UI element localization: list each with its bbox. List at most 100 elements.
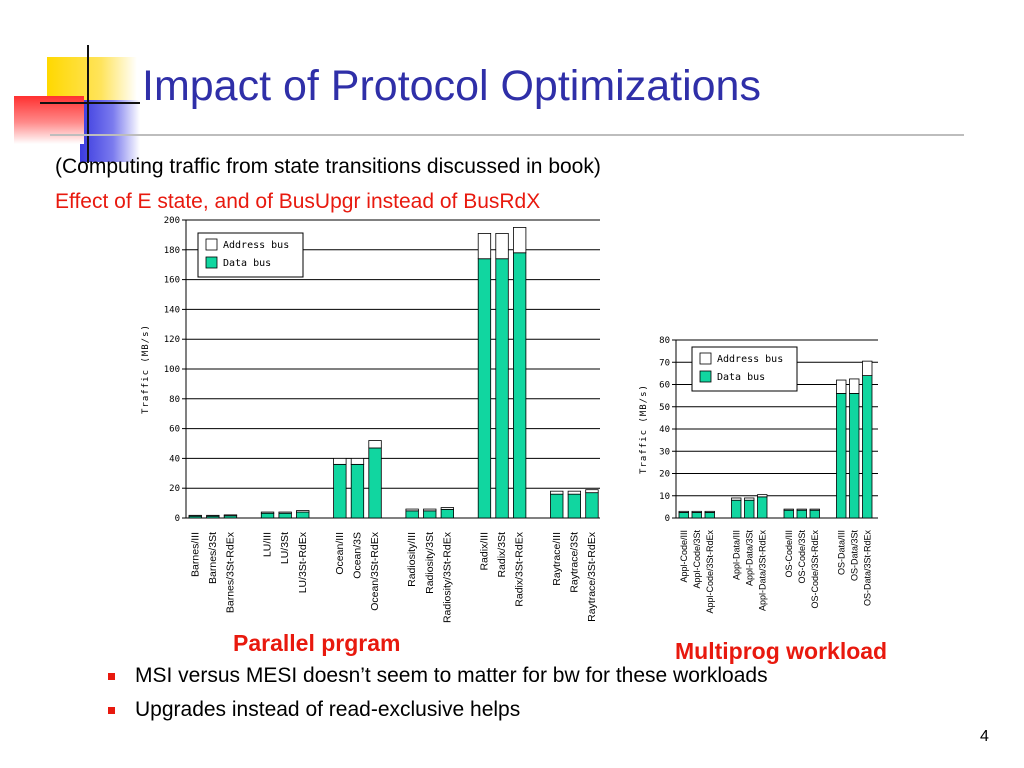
address-bus-legend-swatch: [699, 352, 712, 365]
slide-subtitle: (Computing traffic from state transition…: [55, 155, 601, 178]
y-tick-label: 0: [665, 514, 670, 524]
y-tick-label: 120: [164, 335, 180, 345]
category-label: Ocean/3St-RdEx: [369, 531, 381, 611]
bullet-list: MSI versus MESI doesn’t seem to matter f…: [108, 662, 768, 730]
category-label: Ocean/III: [334, 532, 346, 575]
category-label: Radiosity/3St-RdEx: [441, 531, 453, 623]
address-bus-bar: [731, 497, 742, 501]
address-bus-bar: [296, 510, 310, 513]
category-label: Radix/3St-RdEx: [514, 531, 526, 606]
y-tick-label: 160: [164, 276, 180, 286]
category-label: Appl-Code/III: [679, 530, 689, 583]
address-bus-bar: [333, 457, 347, 465]
category-label: LU/III: [262, 532, 274, 557]
y-tick-label: 60: [659, 381, 670, 391]
y-tick-label: 20: [659, 470, 670, 480]
y-tick-label: 140: [164, 305, 180, 315]
data-bus-legend-label: Data bus: [223, 258, 271, 269]
address-bus-bar: [495, 233, 509, 260]
y-tick-label: 0: [175, 514, 180, 524]
address-bus-bar: [691, 510, 702, 513]
bullet-item: MSI versus MESI doesn’t seem to matter f…: [108, 662, 768, 696]
address-bus-bar: [783, 508, 794, 511]
category-label: Raytrace/3St-RdEx: [586, 531, 598, 622]
decor-red-block: [14, 96, 84, 144]
category-label: Radiosity/III: [406, 532, 418, 587]
category-label: Barnes/3St: [207, 532, 219, 584]
y-axis-label: Traffic (MB/s): [639, 384, 649, 474]
data-bus-bar: [757, 496, 768, 519]
address-bus-bar: [704, 510, 715, 513]
category-label: LU/3St-RdEx: [297, 531, 309, 593]
data-bus-legend-swatch: [205, 256, 218, 269]
slide-title: Impact of Protocol Optimizations: [142, 62, 761, 110]
y-tick-label: 30: [659, 447, 670, 457]
data-bus-legend-swatch: [699, 370, 712, 383]
address-bus-bar: [744, 497, 755, 501]
data-bus-legend-label: Data bus: [717, 372, 765, 383]
address-bus-bar: [223, 514, 238, 517]
data-bus-bar: [704, 512, 715, 519]
category-label: OS-Code/3St: [797, 530, 807, 584]
address-bus-bar: [849, 378, 860, 394]
address-bus-legend-swatch: [205, 238, 218, 251]
category-label: OS-Data/3St-RdEx: [862, 530, 872, 607]
data-bus-bar: [809, 509, 820, 519]
category-label: Raytrace/III: [551, 532, 563, 586]
y-tick-label: 10: [659, 492, 670, 502]
address-bus-bar: [796, 508, 807, 511]
category-label: OS-Data/3St: [849, 530, 859, 582]
y-tick-label: 40: [169, 454, 180, 464]
y-tick-label: 180: [164, 246, 180, 256]
page-number: 4: [980, 728, 989, 745]
category-label: OS-Code/III: [784, 530, 794, 578]
category-label: Radiosity/3St: [424, 532, 436, 594]
address-bus-bar: [567, 490, 581, 495]
data-bus-bar: [731, 499, 742, 519]
category-label: Appl-Code/3St-RdEx: [705, 530, 715, 614]
y-tick-label: 60: [169, 425, 180, 435]
data-bus-bar: [849, 392, 860, 519]
category-label: Radix/III: [478, 532, 490, 571]
category-label: Appl-Data/3St-RdEx: [757, 530, 767, 612]
category-label: Barnes/3St-RdEx: [224, 531, 236, 613]
address-bus-bar: [368, 440, 382, 449]
square-bullet-icon: [108, 707, 115, 714]
address-bus-bar: [278, 511, 292, 514]
decor-horizontal-line: [40, 102, 140, 104]
bullet-text: MSI versus MESI doesn’t seem to matter f…: [135, 664, 768, 687]
category-label: Appl-Data/III: [731, 530, 741, 580]
category-label: Appl-Code/3St: [692, 530, 702, 589]
data-bus-bar: [691, 512, 702, 519]
decor-blue-block: [80, 100, 140, 162]
y-tick-label: 80: [169, 395, 180, 405]
bullet-item: Upgrades instead of read-exclusive helps: [108, 696, 768, 730]
bullet-text: Upgrades instead of read-exclusive helps: [135, 698, 521, 721]
address-bus-bar: [206, 514, 220, 517]
address-bus-bar: [757, 494, 768, 498]
data-bus-bar: [783, 509, 794, 519]
data-bus-bar: [744, 499, 755, 519]
category-label: LU/3St: [279, 532, 291, 564]
y-tick-label: 70: [659, 358, 670, 368]
address-bus-legend-label: Address bus: [717, 354, 783, 365]
address-bus-bar: [477, 233, 492, 260]
y-axis-label: Traffic (MB/s): [141, 324, 151, 414]
data-bus-bar: [796, 509, 807, 519]
y-tick-label: 100: [164, 365, 180, 375]
category-label: Barnes/III: [189, 532, 201, 577]
decor-vertical-line: [87, 45, 89, 163]
category-label: Raytrace/3St: [568, 532, 580, 593]
category-label: OS-Code/3St-RdEx: [810, 530, 820, 609]
address-bus-bar: [423, 508, 437, 512]
data-bus-bar: [678, 512, 689, 519]
address-bus-bar: [585, 489, 599, 494]
title-underline: [50, 134, 964, 136]
y-tick-label: 40: [659, 425, 670, 435]
category-label: Ocean/3S: [351, 532, 363, 579]
category-label: OS-Data/III: [836, 530, 846, 575]
address-bus-bar: [440, 507, 455, 510]
address-bus-bar: [513, 227, 527, 254]
